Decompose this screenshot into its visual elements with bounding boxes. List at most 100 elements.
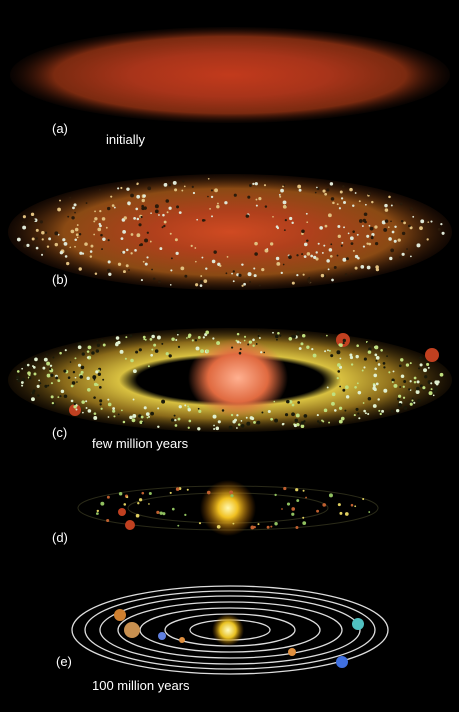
particle	[62, 238, 66, 242]
particle	[354, 385, 357, 389]
stage-caption: 100 million years	[92, 678, 190, 693]
particle	[136, 233, 141, 238]
particle	[126, 187, 130, 191]
stage-label: (b)	[52, 272, 68, 287]
particle	[411, 399, 414, 402]
particle	[267, 409, 271, 413]
particle	[378, 409, 381, 412]
particle	[307, 279, 312, 284]
particle	[263, 184, 267, 187]
particle	[236, 427, 238, 429]
particle	[183, 185, 186, 188]
particle	[93, 396, 96, 399]
particle	[324, 224, 328, 228]
particle	[151, 348, 154, 351]
stage-caption: initially	[106, 132, 146, 147]
particle	[302, 521, 307, 526]
particle	[283, 486, 287, 491]
particle	[162, 512, 166, 516]
particle	[95, 370, 99, 374]
particle	[393, 383, 398, 388]
particle	[302, 489, 305, 492]
particle	[39, 220, 43, 224]
particle	[163, 183, 168, 187]
particle	[136, 194, 141, 199]
particle	[254, 182, 258, 186]
particle	[67, 376, 71, 379]
particle	[275, 256, 280, 261]
particle	[430, 382, 433, 385]
particle	[300, 342, 304, 346]
particle	[188, 333, 192, 337]
particle	[339, 190, 343, 194]
particle	[127, 201, 131, 206]
particle	[326, 386, 329, 389]
particle	[278, 193, 281, 196]
particle	[101, 339, 104, 342]
particle	[352, 204, 355, 208]
particle	[168, 183, 172, 187]
particle	[349, 236, 354, 241]
particle	[216, 524, 221, 529]
particle	[166, 211, 169, 214]
particle	[92, 375, 97, 380]
particle	[306, 252, 311, 256]
particle	[30, 212, 35, 217]
particle	[388, 195, 391, 199]
particle	[76, 236, 79, 239]
particle	[73, 405, 77, 409]
particle	[393, 239, 397, 243]
particle	[154, 209, 159, 214]
particle	[80, 365, 85, 370]
particle	[180, 266, 185, 271]
particle	[264, 205, 268, 208]
stage-label: (d)	[52, 530, 68, 545]
particle	[59, 250, 64, 255]
particle	[300, 424, 305, 429]
particle	[327, 349, 329, 352]
particle	[162, 213, 165, 217]
particle	[364, 412, 367, 415]
particle	[391, 378, 395, 382]
particle	[21, 384, 24, 387]
particle	[328, 248, 333, 252]
particle	[198, 522, 202, 525]
particle	[238, 351, 242, 355]
particle	[332, 201, 335, 205]
particle	[211, 215, 213, 218]
particle	[240, 424, 245, 428]
particle	[301, 253, 304, 256]
particle	[375, 355, 380, 360]
particle	[374, 225, 378, 229]
particle	[174, 188, 178, 192]
particle	[241, 284, 244, 287]
particle	[197, 407, 200, 410]
particle	[371, 200, 374, 204]
particle	[248, 340, 253, 344]
stage-label: (a)	[52, 121, 68, 136]
particle	[292, 334, 297, 339]
particle	[93, 412, 97, 415]
particle	[149, 240, 152, 243]
particle	[371, 235, 374, 238]
particle	[138, 223, 142, 227]
particle	[213, 424, 215, 427]
particle	[390, 409, 394, 413]
particle	[41, 230, 45, 235]
particle	[403, 221, 406, 225]
particle	[232, 280, 235, 283]
particle	[154, 349, 159, 353]
particle	[182, 180, 185, 183]
particle	[239, 348, 242, 351]
particle	[358, 219, 363, 223]
particle	[253, 267, 256, 270]
particle	[165, 352, 169, 356]
particle	[195, 260, 197, 263]
particle	[128, 269, 130, 271]
particle	[144, 338, 147, 341]
particle	[394, 225, 397, 229]
particle	[280, 188, 284, 193]
particle	[354, 192, 357, 194]
particle	[60, 389, 65, 394]
particle	[342, 341, 345, 345]
